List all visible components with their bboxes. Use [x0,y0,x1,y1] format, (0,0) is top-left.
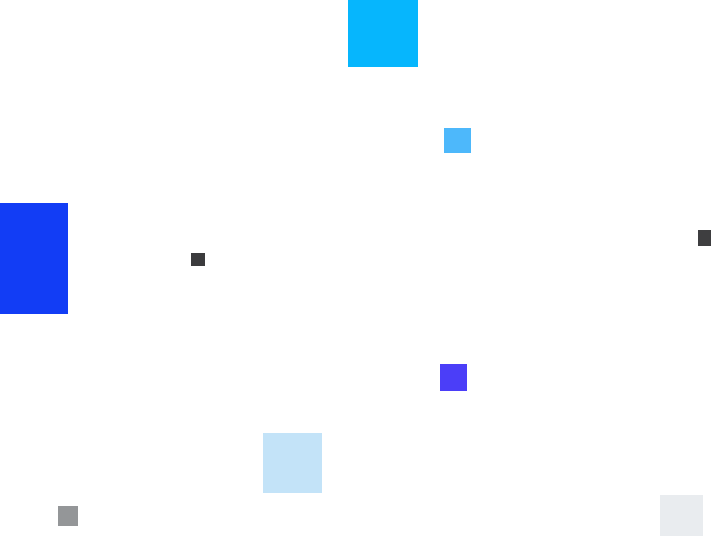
block-gray-small[interactable] [58,506,78,526]
block-blue-left-edge[interactable] [0,203,68,314]
block-lightblue-small[interactable] [444,128,471,153]
block-dark-tiny-right-edge[interactable] [698,230,711,246]
block-dark-tiny-left[interactable] [191,253,205,266]
block-paleblue[interactable] [263,433,322,493]
block-violet[interactable] [440,364,467,391]
block-offwhite-bottom-right[interactable] [660,495,703,536]
block-cyan-top[interactable] [348,0,418,67]
